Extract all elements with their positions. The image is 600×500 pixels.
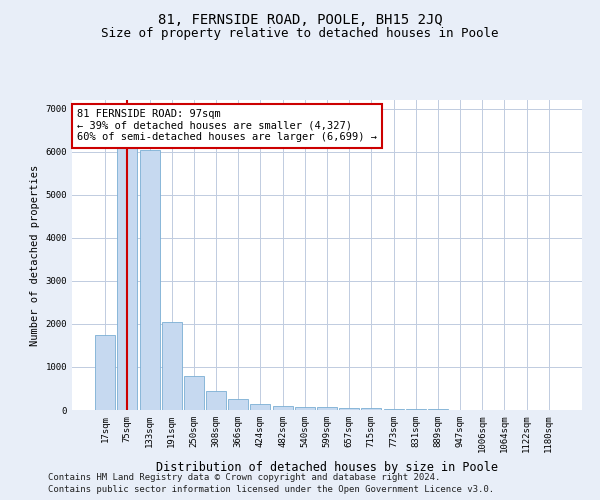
Bar <box>162 322 182 410</box>
Bar <box>118 145 137 410</box>
Bar <box>406 409 426 410</box>
Bar <box>383 409 404 410</box>
Text: Contains HM Land Registry data © Crown copyright and database right 2024.: Contains HM Land Registry data © Crown c… <box>48 473 440 482</box>
Y-axis label: Number of detached properties: Number of detached properties <box>30 164 40 346</box>
X-axis label: Distribution of detached houses by size in Poole: Distribution of detached houses by size … <box>156 461 498 474</box>
Bar <box>295 406 315 410</box>
Bar <box>339 408 359 410</box>
Bar <box>228 399 248 410</box>
Bar <box>184 376 204 410</box>
Bar <box>361 408 382 410</box>
Bar <box>140 150 160 410</box>
Text: 81 FERNSIDE ROAD: 97sqm
← 39% of detached houses are smaller (4,327)
60% of semi: 81 FERNSIDE ROAD: 97sqm ← 39% of detache… <box>77 110 377 142</box>
Text: Contains public sector information licensed under the Open Government Licence v3: Contains public sector information licen… <box>48 486 494 494</box>
Text: Size of property relative to detached houses in Poole: Size of property relative to detached ho… <box>101 28 499 40</box>
Bar <box>250 404 271 410</box>
Text: 81, FERNSIDE ROAD, POOLE, BH15 2JQ: 81, FERNSIDE ROAD, POOLE, BH15 2JQ <box>158 12 442 26</box>
Bar <box>317 408 337 410</box>
Bar <box>95 334 115 410</box>
Bar <box>206 392 226 410</box>
Bar <box>272 406 293 410</box>
